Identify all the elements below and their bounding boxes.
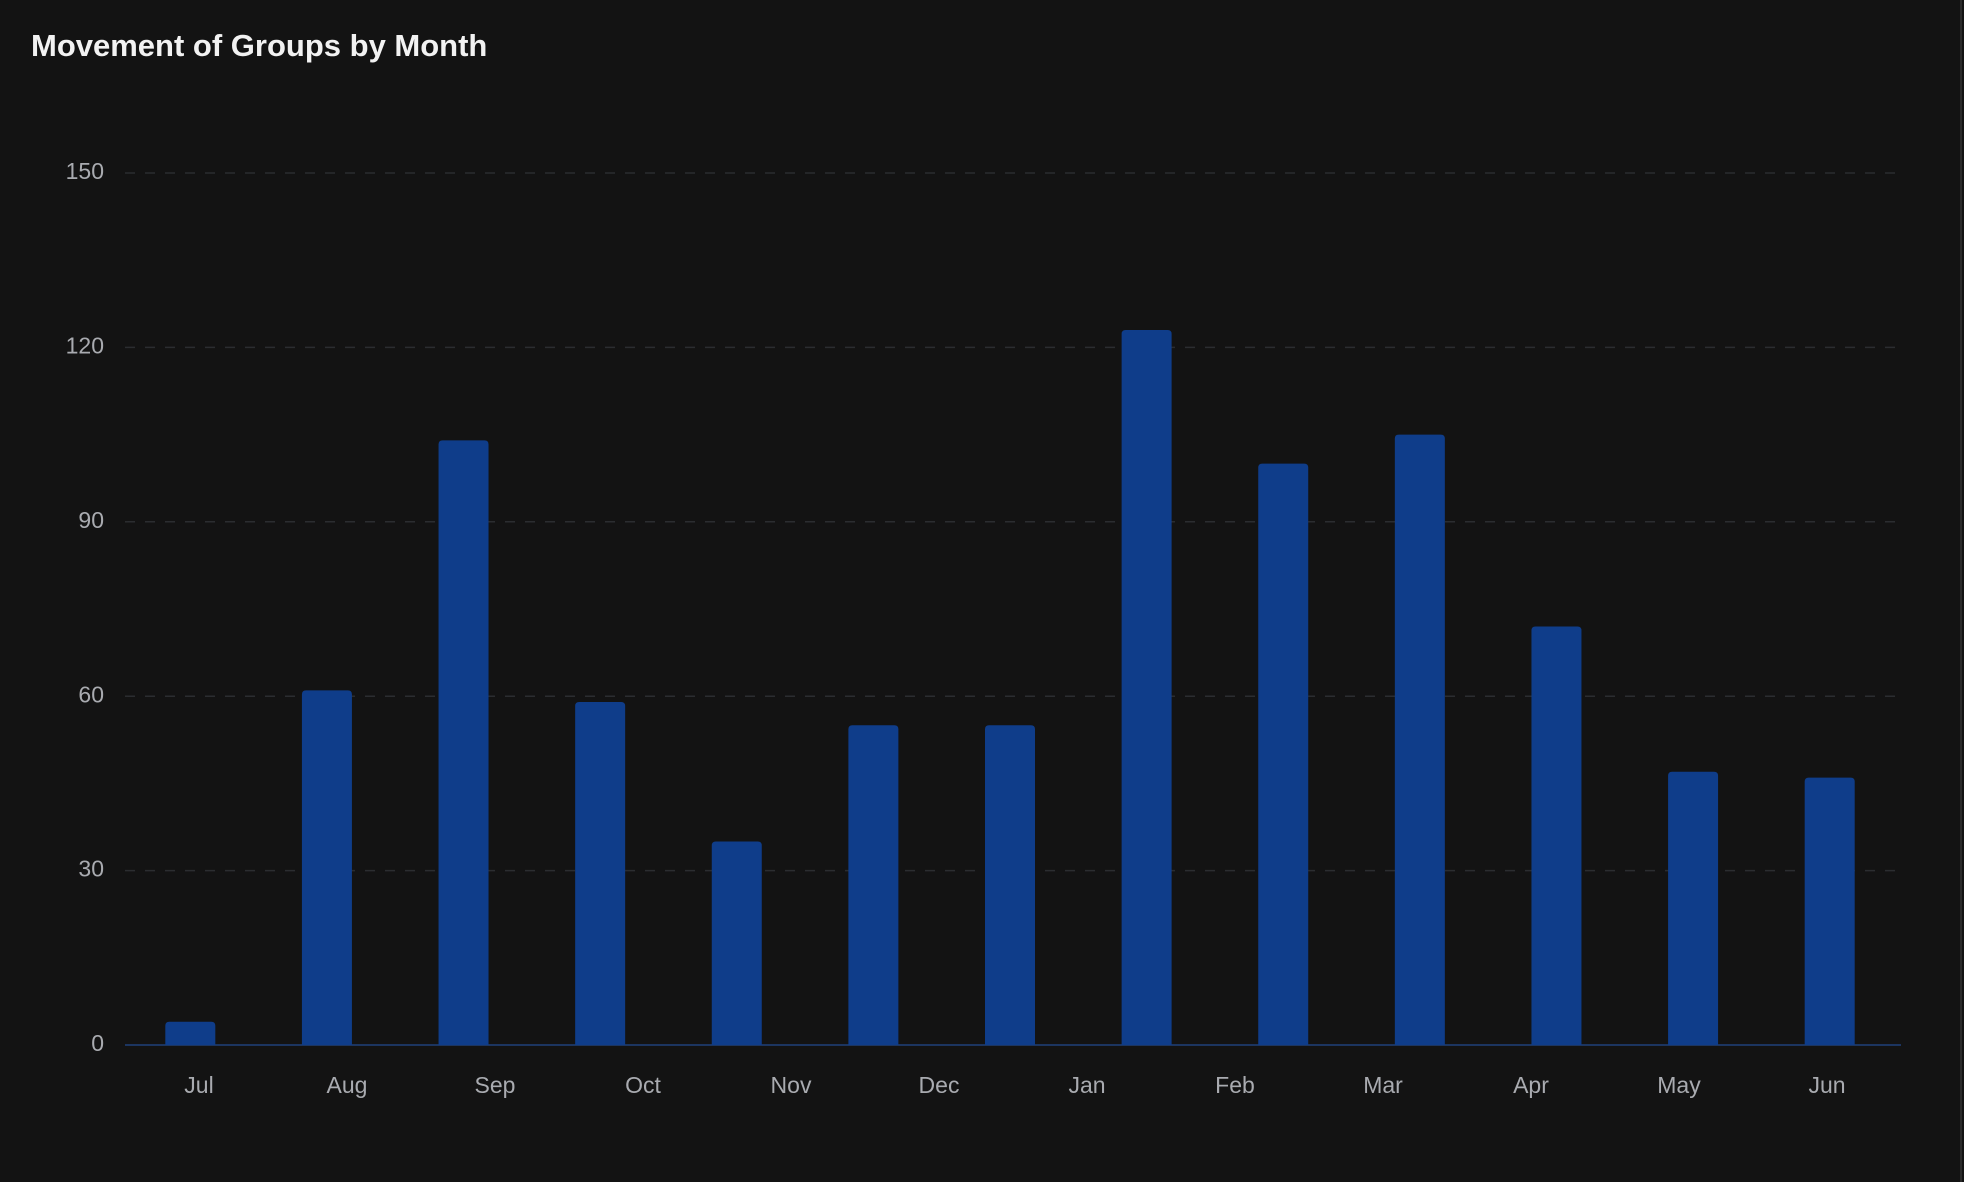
bar [1121, 329, 1172, 1046]
y-tick-label: 120 [66, 332, 104, 358]
bar [1531, 626, 1582, 1045]
bar [1668, 771, 1719, 1045]
bar [985, 725, 1035, 1045]
x-tick-label: Nov [771, 1072, 812, 1098]
y-tick-label: 90 [78, 507, 104, 533]
x-tick-label: Jan [1068, 1072, 1105, 1098]
bar [1258, 463, 1309, 1046]
y-tick-label: 30 [78, 856, 104, 882]
chart-title: Movement of Groups by Month [31, 28, 487, 63]
bar [575, 702, 626, 1045]
x-tick-label: Dec [919, 1072, 960, 1098]
x-tick-label: Sep [475, 1072, 516, 1098]
bar [1394, 434, 1445, 1046]
x-tick-label: Jun [1808, 1072, 1845, 1098]
x-tick-label: May [1657, 1072, 1701, 1098]
x-tick-label: Aug [327, 1072, 368, 1098]
y-tick-label: 150 [66, 158, 104, 184]
x-tick-label: Mar [1363, 1072, 1403, 1098]
y-tick-label: 0 [91, 1030, 104, 1056]
bar [165, 1021, 216, 1045]
bar [711, 841, 762, 1045]
bar [438, 440, 489, 1045]
y-tick-label: 60 [78, 681, 104, 707]
bar [301, 690, 352, 1045]
bar [848, 725, 899, 1045]
x-tick-label: Apr [1513, 1072, 1549, 1098]
bar [1804, 777, 1855, 1045]
x-tick-label: Feb [1215, 1072, 1255, 1098]
x-tick-label: Jul [184, 1072, 213, 1098]
x-tick-label: Oct [625, 1072, 661, 1098]
